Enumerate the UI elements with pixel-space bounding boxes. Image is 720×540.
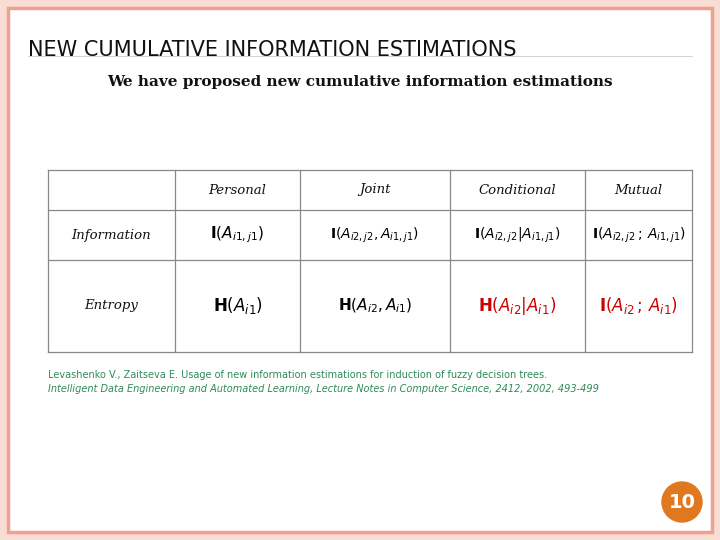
Text: Joint: Joint <box>359 184 391 197</box>
Text: Levashenko V., Zaitseva E. Usage of new information estimations for induction of: Levashenko V., Zaitseva E. Usage of new … <box>48 370 547 380</box>
Text: 10: 10 <box>668 492 696 511</box>
Text: $\mathbf{I}(A_{i2,j2}\,;\,A_{i1,j1})$: $\mathbf{I}(A_{i2,j2}\,;\,A_{i1,j1})$ <box>592 225 685 245</box>
Text: Personal: Personal <box>209 184 266 197</box>
Text: $\mathbf{I}(A_{i2}\,;\,A_{i1})$: $\mathbf{I}(A_{i2}\,;\,A_{i1})$ <box>599 295 678 316</box>
Text: Intelligent Data Engineering and Automated Learning, Lecture Notes in Computer S: Intelligent Data Engineering and Automat… <box>48 384 599 394</box>
Text: $\mathbf{H}(A_{i2}|A_{i1})$: $\mathbf{H}(A_{i2}|A_{i1})$ <box>479 295 557 317</box>
Text: $\mathbf{I}(A_{i2,j2},A_{i1,j1})$: $\mathbf{I}(A_{i2,j2},A_{i1,j1})$ <box>330 225 420 245</box>
Text: Conditional: Conditional <box>479 184 557 197</box>
Text: $\mathbf{H}(A_{i1})$: $\mathbf{H}(A_{i1})$ <box>212 295 263 316</box>
Text: Entropy: Entropy <box>84 300 138 313</box>
Text: Information: Information <box>72 228 151 241</box>
Text: NEW CUMULATIVE INFORMATION ESTIMATIONS: NEW CUMULATIVE INFORMATION ESTIMATIONS <box>28 40 516 60</box>
Text: $\mathbf{I}(A_{i2,j2}|A_{i1,j1})$: $\mathbf{I}(A_{i2,j2}|A_{i1,j1})$ <box>474 225 561 245</box>
Circle shape <box>662 482 702 522</box>
Text: Mutual: Mutual <box>614 184 662 197</box>
Text: $\mathbf{H}(A_{i2},A_{i1})$: $\mathbf{H}(A_{i2},A_{i1})$ <box>338 297 412 315</box>
Text: $\mathbf{I}(A_{i1,j1})$: $\mathbf{I}(A_{i1,j1})$ <box>210 225 264 245</box>
Text: We have proposed new cumulative information estimations: We have proposed new cumulative informat… <box>107 75 613 89</box>
